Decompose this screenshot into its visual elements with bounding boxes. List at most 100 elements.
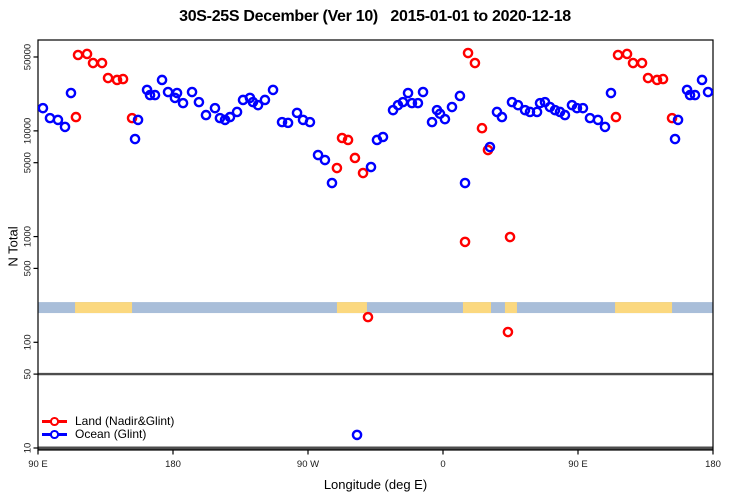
data-point-land [87,57,99,69]
data-point-land [612,49,624,61]
y-tick-label: 10 [23,443,34,454]
y-tick-label: 10000 [23,118,34,144]
data-point-land [627,57,639,69]
data-point-ocean [52,114,64,126]
data-point-ocean [696,74,708,86]
data-point-ocean [259,94,271,106]
data-point-land [476,122,488,134]
data-point-ocean [200,109,212,121]
data-point-ocean [454,90,466,102]
data-point-ocean [439,113,451,125]
data-point-ocean [252,99,264,111]
data-point-ocean [426,116,438,128]
data-point-land [504,231,516,243]
data-point-ocean [571,102,583,114]
legend-land-marker-icon [42,415,67,428]
data-point-ocean [365,161,377,173]
legend-ocean-circle-icon [50,430,59,439]
data-point-ocean [531,106,543,118]
x-tick-label: 0 [440,459,445,470]
x-tick-label: 90 E [568,459,588,470]
y-axis-title: N Total [5,226,21,267]
plot-frame [37,39,714,451]
data-point-ocean [512,99,524,111]
x-tick-label: 180 [705,459,721,470]
data-point-ocean [144,89,156,101]
surface-band-land-segment [615,302,673,314]
data-point-ocean [186,86,198,98]
data-point-land [349,152,361,164]
data-point-ocean [312,149,324,161]
data-point-ocean [129,133,141,145]
data-point-land [331,162,343,174]
data-point-ocean [417,86,429,98]
data-point-land [469,57,481,69]
data-point-ocean [59,121,71,133]
data-point-land [102,72,114,84]
surface-band-land-segment [462,302,491,314]
data-point-ocean [149,89,161,101]
data-point-ocean [446,101,458,113]
data-point-ocean [702,86,713,98]
surface-band-land-segment [75,302,133,314]
data-point-land [357,167,369,179]
data-point-ocean [672,114,684,126]
data-point-land [72,49,84,61]
data-point-ocean [605,87,617,99]
series-land [70,47,678,338]
data-point-land [657,73,669,85]
data-point-ocean [669,133,681,145]
data-point-ocean [496,111,508,123]
legend: Land (Nadir&Glint) Ocean (Glint) [42,415,174,441]
data-point-ocean [412,97,424,109]
data-point-land [96,57,108,69]
data-point-ocean [549,104,561,116]
legend-land-circle-icon [50,417,59,426]
data-point-land [651,74,663,86]
data-point-ocean [406,97,418,109]
x-axis-title: Longitude (deg E) [323,477,428,492]
legend-item-label-land: Land (Nadir&Glint) [75,414,175,428]
data-point-land [636,57,648,69]
data-point-ocean [577,102,589,114]
legend-ocean-marker-icon [42,428,67,441]
y-tick-label: 1000 [23,226,34,247]
data-point-ocean [291,107,303,119]
data-point-ocean [402,87,414,99]
data-point-land [362,311,374,323]
data-point-ocean [689,89,701,101]
surface-band-ocean [38,302,713,314]
data-point-ocean [209,102,221,114]
data-point-land [642,72,654,84]
data-point-land [126,112,138,124]
data-point-ocean [484,141,496,153]
data-point-ocean [534,97,546,109]
data-point-ocean [592,114,604,126]
y-tick-label: 50 [23,369,34,380]
data-point-ocean [459,177,471,189]
data-point-ocean [267,84,279,96]
y-tick-label: 100 [23,334,34,350]
data-point-ocean [65,87,77,99]
data-point-ocean [377,131,389,143]
series-ocean [38,74,713,441]
data-point-ocean [351,429,363,441]
y-tick-label: 5000 [23,152,34,173]
data-point-land [610,111,622,123]
surface-band-land-segment [336,302,367,314]
data-point-land [666,112,678,124]
data-point-ocean [156,74,168,86]
data-point-land [502,326,514,338]
data-point-land [621,48,633,60]
legend-item-land: Land (Nadir&Glint) [42,415,174,428]
y-tick-label: 500 [23,260,34,276]
surface-band-land-segment [504,302,517,314]
data-point-ocean [224,111,236,123]
x-tick-label: 90 E [28,459,48,470]
data-point-ocean [519,104,531,116]
data-point-land [459,236,471,248]
legend-item-ocean: Ocean (Glint) [42,428,174,441]
data-point-ocean [684,89,696,101]
